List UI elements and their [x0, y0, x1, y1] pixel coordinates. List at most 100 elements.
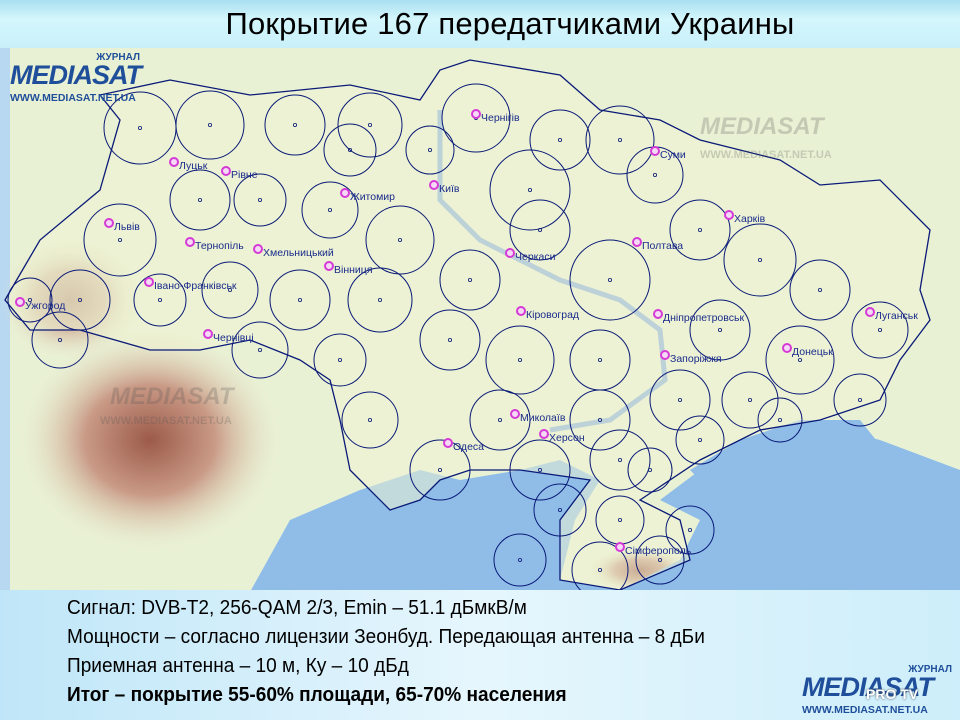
transmitter-site — [347, 147, 352, 152]
coverage-zone — [649, 369, 711, 431]
city-label: Львів — [114, 221, 140, 233]
transmitter-site — [758, 257, 763, 262]
coverage-zone — [231, 321, 289, 379]
transmitter-marker[interactable] — [185, 237, 195, 247]
transmitter-site — [518, 357, 523, 362]
coverage-zone — [627, 447, 673, 493]
transmitter-site — [337, 357, 342, 362]
transmitter-site — [528, 187, 533, 192]
transmitter-site — [27, 297, 32, 302]
mediasat-logo-bottom[interactable]: ЖУРНАЛ MEDIASAT WWW.MEDIASAT.NET.UA — [802, 664, 952, 716]
transmitter-site — [292, 123, 297, 128]
svg-text:WWW.MEDIASAT.NET.UA: WWW.MEDIASAT.NET.UA — [700, 149, 832, 161]
mediasat-logo-top[interactable]: ЖУРНАЛ MEDIASAT WWW.MEDIASAT.NET.UA — [10, 52, 142, 104]
coverage-zone — [589, 429, 651, 491]
city-label: Сімферополь — [625, 545, 692, 557]
title-band: Покрытие 167 передатчиками Украины — [0, 0, 960, 48]
info-panel: Сигнал: DVB-T2, 256-QAM 2/3, Emin – 51.1… — [0, 590, 960, 720]
coverage-zone — [585, 105, 655, 175]
coverage-zone — [533, 483, 587, 537]
transmitter-marker[interactable] — [429, 180, 439, 190]
transmitter-site — [648, 467, 653, 472]
coverage-zone — [789, 259, 851, 321]
transmitter-marker[interactable] — [539, 429, 549, 439]
transmitter-site — [598, 568, 603, 573]
transmitter-marker[interactable] — [505, 248, 515, 258]
city-label: Луганськ — [875, 310, 918, 322]
transmitter-site — [518, 558, 523, 563]
city-label: Харків — [734, 213, 766, 225]
coverage-zone — [301, 181, 359, 239]
transmitter-site — [538, 467, 543, 472]
transmitter-site — [397, 237, 402, 242]
coverage-zone — [175, 90, 245, 160]
svg-text:MEDIASAT: MEDIASAT — [110, 383, 236, 410]
coverage-zone — [83, 203, 157, 277]
transmitter-marker[interactable] — [203, 329, 213, 339]
city-label: Тернопіль — [195, 240, 244, 252]
transmitter-site — [558, 507, 563, 512]
transmitter-marker[interactable] — [169, 157, 179, 167]
coverage-zone — [721, 371, 779, 429]
transmitter-marker[interactable] — [632, 237, 642, 247]
coverage-zone — [765, 325, 835, 395]
city-label: Полтава — [642, 240, 684, 252]
transmitter-marker[interactable] — [782, 343, 792, 353]
transmitter-site — [798, 357, 803, 362]
transmitter-marker[interactable] — [340, 188, 350, 198]
coverage-zone — [7, 277, 53, 323]
coverage-map: MEDIASAT WWW.MEDIASAT.NET.UA MEDIASAT WW… — [0, 48, 960, 592]
transmitter-marker[interactable] — [653, 309, 663, 319]
mountain-relief — [20, 330, 280, 550]
transmitter-marker[interactable] — [443, 438, 453, 448]
city-label: Кіровоград — [526, 309, 580, 321]
transmitter-marker[interactable] — [724, 210, 734, 220]
coverage-zone — [509, 199, 571, 261]
transmitter-marker[interactable] — [253, 244, 263, 254]
transmitter-marker[interactable] — [221, 166, 231, 176]
coverage-zone — [49, 269, 111, 331]
transmitter-site — [618, 518, 623, 523]
transmitter-site — [118, 237, 123, 242]
transmitter-site — [467, 277, 472, 282]
transmitter-marker[interactable] — [144, 277, 154, 287]
city-label: Рівне — [231, 169, 258, 181]
city-label: Миколаїв — [520, 412, 566, 424]
note-power: Мощности – согласно лицензии Зеонбуд. Пе… — [67, 625, 705, 648]
coverage-zone — [529, 109, 591, 171]
coverage-zone — [723, 223, 797, 297]
coverage-zone — [323, 123, 377, 177]
transmitter-marker[interactable] — [516, 306, 526, 316]
svg-text:WWW.MEDIASAT.NET.UA: WWW.MEDIASAT.NET.UA — [100, 415, 232, 427]
city-label: Хмельницький — [263, 247, 334, 259]
transmitter-site — [437, 467, 442, 472]
transmitter-marker[interactable] — [104, 218, 114, 228]
transmitter-site — [608, 277, 613, 282]
transmitter-site — [698, 437, 703, 442]
coverage-zone — [493, 533, 547, 587]
transmitter-marker[interactable] — [660, 350, 670, 360]
transmitter-marker[interactable] — [510, 409, 520, 419]
city-label: Київ — [439, 183, 460, 195]
transmitter-site — [818, 287, 823, 292]
transmitter-marker[interactable] — [615, 542, 625, 552]
transmitter-site — [658, 558, 663, 563]
coverage-zone — [569, 389, 631, 451]
coverage-zone — [169, 169, 231, 231]
city-label: Луцьк — [179, 160, 208, 172]
transmitter-site — [748, 397, 753, 402]
note-signal: Сигнал: DVB-T2, 256-QAM 2/3, Emin – 51.1… — [67, 596, 527, 619]
transmitter-marker[interactable] — [650, 146, 660, 156]
coverage-zone — [409, 439, 471, 501]
coverage-zone — [635, 535, 685, 585]
coverage-zone — [347, 267, 413, 333]
transmitter-site — [598, 357, 603, 362]
transmitter-marker[interactable] — [15, 297, 25, 307]
transmitter-site — [58, 337, 63, 342]
transmitter-marker[interactable] — [471, 109, 481, 119]
transmitter-site — [227, 287, 232, 292]
coverage-zone — [337, 92, 403, 158]
protv-badge: PRO TV — [866, 686, 919, 702]
transmitter-marker[interactable] — [324, 261, 334, 271]
transmitter-marker[interactable] — [865, 307, 875, 317]
